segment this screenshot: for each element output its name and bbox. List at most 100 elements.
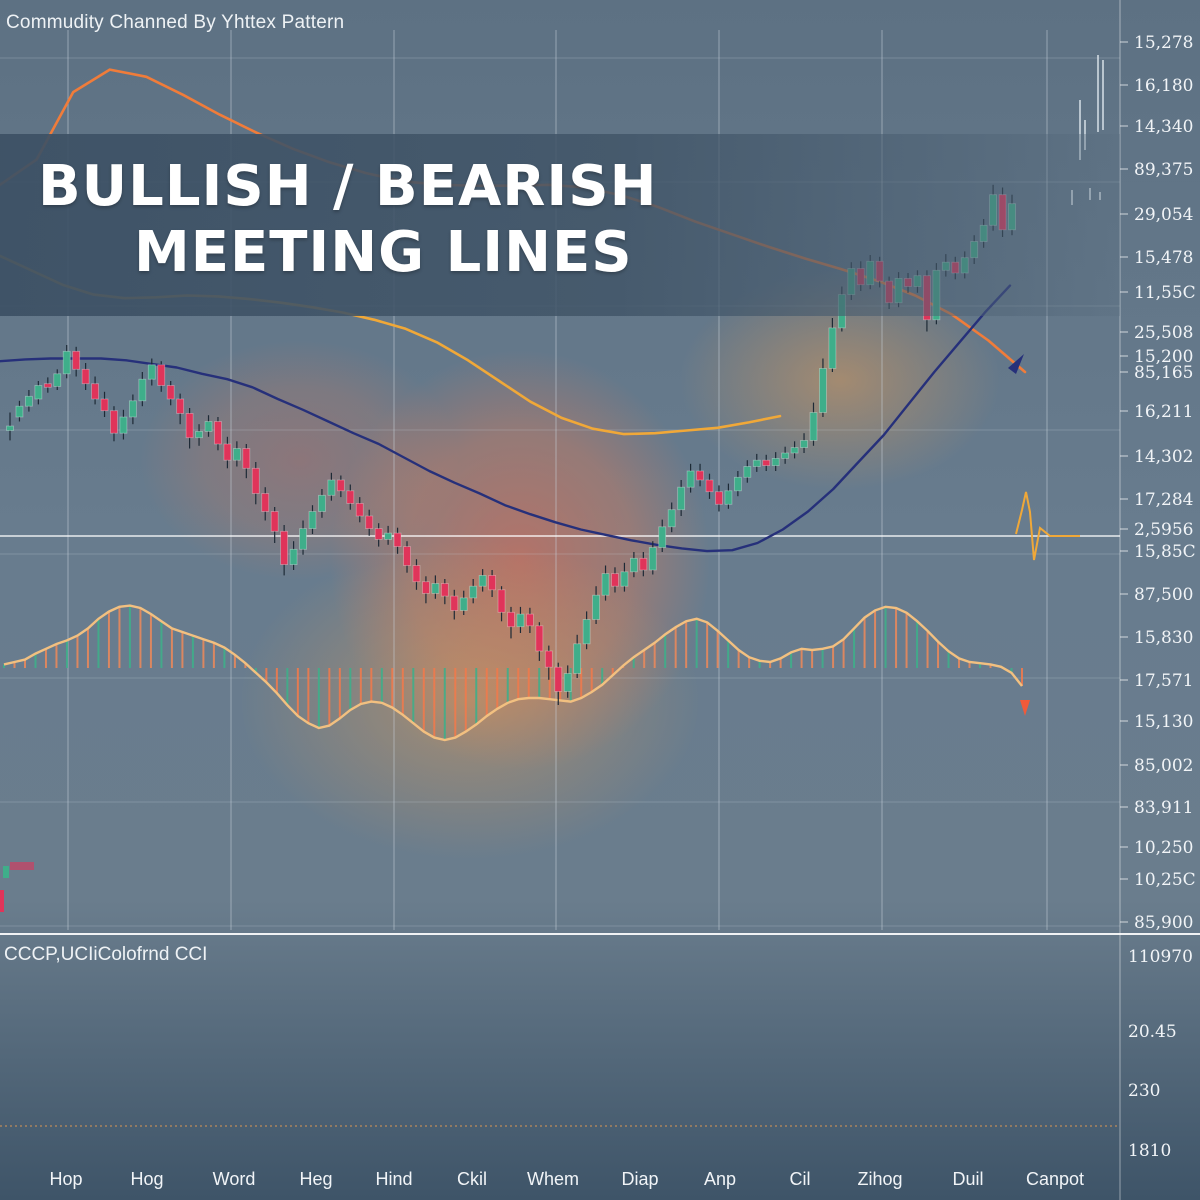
background-smoke: [140, 270, 1000, 860]
candle-body: [809, 412, 818, 441]
y-tick-label: 16,180: [1134, 76, 1193, 96]
x-tick-label: Ckil: [457, 1169, 487, 1189]
candle-body: [346, 490, 355, 504]
candle-1: [15, 400, 24, 422]
candle-body: [25, 395, 33, 407]
candle-body: [743, 466, 752, 478]
candle-76: [724, 483, 733, 509]
candle-24: [232, 441, 241, 467]
candle-31: [299, 520, 307, 555]
candle-body: [336, 479, 345, 492]
candle-45: [431, 575, 440, 599]
candle-52: [497, 586, 506, 622]
y-tick-label: 85,002: [1134, 756, 1193, 776]
candle-78: [743, 460, 752, 483]
candle-65: [620, 562, 629, 592]
candle-body: [62, 350, 71, 375]
x-tick-label: Diap: [621, 1169, 658, 1189]
candle-body: [469, 585, 478, 599]
candle-body: [696, 470, 704, 481]
x-axis-ticks: Hop Hog Word Heg Hind Ckil Whem Diap Anp Cil Zihog…: [49, 1169, 1084, 1189]
candle-47: [450, 589, 459, 620]
candle-70: [667, 502, 676, 533]
candle-body: [365, 515, 374, 529]
candle-body: [790, 447, 799, 454]
candle-body: [195, 430, 203, 439]
candle-body: [232, 448, 241, 461]
candle-body: [81, 368, 90, 385]
y-axis-ticks: 15,278 16,180 14,340 89,375 29,054 15,478 11,5…: [1120, 33, 1196, 1161]
candle-body: [497, 589, 506, 613]
y-tick-label: 15,278: [1134, 33, 1193, 53]
candle-58: [554, 662, 563, 705]
cci-arrow: [1020, 700, 1030, 716]
candle-body: [176, 398, 185, 414]
y-tick-label: 29,054: [1134, 205, 1193, 225]
candle-25: [242, 444, 251, 479]
y-tick-label: 11,55C: [1134, 283, 1196, 303]
candle-body: [431, 583, 440, 594]
candle-body: [157, 364, 166, 386]
candle-18: [176, 393, 185, 425]
y-tick-label: 15,85C: [1134, 542, 1196, 562]
candle-body: [573, 643, 582, 674]
candle-36: [346, 484, 355, 510]
edge-candle-2: [0, 890, 4, 912]
candle-48: [459, 590, 468, 615]
y-tick-label: 16,211: [1134, 402, 1193, 422]
candle-32: [308, 505, 317, 534]
candle-10: [100, 391, 109, 417]
candle-body: [459, 597, 468, 611]
candle-body: [223, 443, 232, 461]
title-banner: [0, 134, 1120, 316]
candle-body: [110, 410, 118, 434]
candle-37: [355, 497, 364, 523]
candle-body: [629, 557, 638, 573]
candle-20: [195, 424, 203, 446]
x-tick-label: Hind: [375, 1169, 412, 1189]
candle-body: [34, 385, 43, 400]
candle-9: [91, 376, 99, 405]
candle-12: [119, 409, 128, 440]
edge-candle-1: [3, 866, 9, 878]
candle-body: [270, 511, 279, 532]
ma-fast-line: [0, 284, 1012, 553]
x-tick-label: Word: [213, 1169, 256, 1189]
y-tick-label: 14,302: [1134, 447, 1193, 467]
candle-67: [639, 552, 648, 577]
candle-21: [204, 415, 213, 437]
candle-72: [686, 463, 695, 493]
candle-body: [422, 581, 430, 594]
candle-body: [53, 373, 62, 387]
candle-30: [289, 541, 298, 570]
candle-body: [677, 486, 686, 511]
candle-84: [800, 433, 808, 453]
candle-5: [53, 369, 62, 390]
candle-body: [544, 650, 553, 668]
candle-49: [469, 579, 478, 604]
candle-11: [110, 406, 118, 442]
candle-27: [261, 487, 270, 521]
chart-caption: Commudity Channed By Yhttex Pattern: [6, 12, 345, 33]
edge-candle-3: [10, 862, 34, 870]
candle-body: [686, 470, 695, 488]
trend-arrowhead: [1008, 354, 1024, 374]
candle-60: [573, 634, 582, 678]
indicator-y-tick-label: 20.45: [1128, 1022, 1177, 1042]
candle-13: [128, 394, 137, 425]
y-tick-label: 85,165: [1134, 363, 1193, 383]
candle-2: [25, 390, 33, 412]
candle-body: [601, 573, 610, 596]
candle-body: [554, 666, 563, 692]
candle-42: [403, 541, 411, 573]
candle-4: [43, 377, 52, 393]
y-tick-label: 15,200: [1134, 347, 1193, 367]
candle-43: [412, 559, 421, 590]
candle-39: [374, 523, 383, 547]
candle-body: [620, 571, 629, 587]
candle-35: [336, 475, 345, 498]
candle-body: [327, 479, 336, 496]
candle-body: [280, 530, 289, 565]
indicator-spike: [1015, 491, 1080, 561]
